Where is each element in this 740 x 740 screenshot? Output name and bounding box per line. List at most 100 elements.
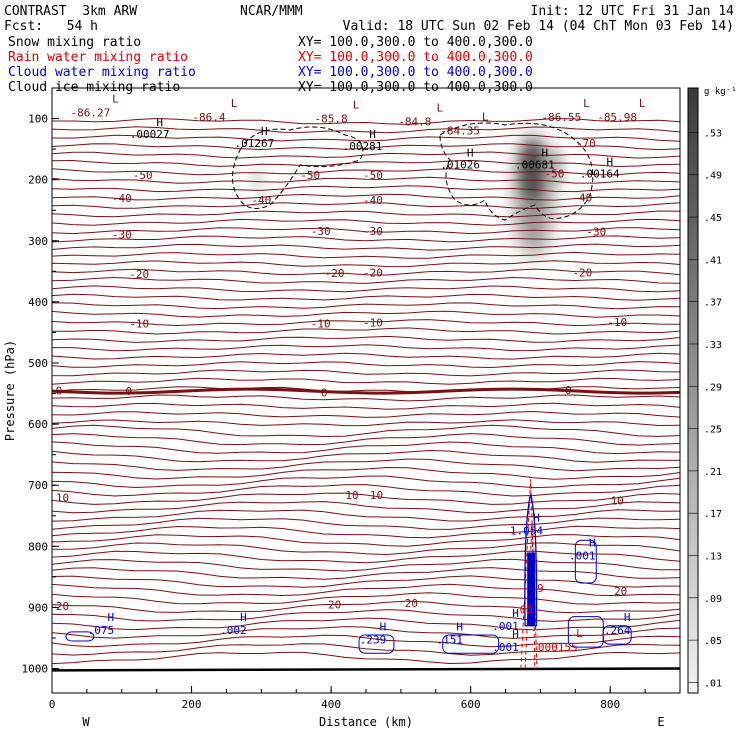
isotherm-line xyxy=(52,285,680,293)
isotherm-line xyxy=(52,310,680,318)
isotherm-line xyxy=(52,592,680,605)
legend-cloud-water-xy: XY= 100.0,300.0 to 400.0,300.0 xyxy=(298,65,533,80)
surface-line xyxy=(52,667,680,672)
y-tick-label: 1000 xyxy=(22,663,49,676)
model-title: CONTRAST 3km ARW xyxy=(4,4,138,19)
x-tick-label: 0 xyxy=(49,698,56,711)
temperature-label: -40 xyxy=(572,191,592,204)
temperature-label: -20 xyxy=(325,267,345,280)
cloud-water-contour xyxy=(442,634,500,654)
isotherm-line xyxy=(52,243,680,251)
colorbar-label: .41 xyxy=(704,255,722,266)
legend-rain-xy: XY= 100.0,300.0 to 400.0,300.0 xyxy=(298,50,533,65)
x-tick-label: 200 xyxy=(182,698,202,711)
isotherm-line xyxy=(52,193,680,201)
snow-shading-east xyxy=(544,147,565,188)
high-marker: H xyxy=(542,146,549,159)
legend-rain-label: Rain water mixing ratio xyxy=(8,50,189,65)
low-value-label: .000155 xyxy=(531,641,577,654)
temperature-label: -30 xyxy=(112,229,132,242)
low-value-label: -84.8 xyxy=(398,116,431,129)
cloud-water-core xyxy=(527,552,536,626)
cloud-water-high-marker: H xyxy=(240,611,247,624)
temperature-label: 20 xyxy=(614,585,627,598)
y-tick-label: 100 xyxy=(28,113,48,126)
y-tick-label: 800 xyxy=(28,540,48,553)
cloud-water-high-marker: H xyxy=(380,621,387,634)
colorbar-label: .01 xyxy=(704,678,722,689)
temperature-label: -50 xyxy=(300,169,320,182)
x-axis-title: Distance (km) xyxy=(319,715,413,729)
rain-label: 9 xyxy=(537,582,544,595)
x-tick-label: 400 xyxy=(321,698,341,711)
temperature-label: 10 xyxy=(611,495,624,508)
low-value-label: -86.4 xyxy=(192,111,225,124)
high-marker: H xyxy=(606,156,613,169)
y-tick-label: 900 xyxy=(28,601,48,614)
temperature-label: 20 xyxy=(328,598,341,611)
isotherm-line xyxy=(52,159,680,168)
high-value-label: .00681 xyxy=(515,158,555,171)
colorbar-label: .45 xyxy=(704,213,722,224)
isotherm-line xyxy=(52,501,680,514)
legend-cloud-water-label: Cloud water mixing ratio xyxy=(8,65,196,80)
low-marker: L xyxy=(112,92,119,105)
isotherm-line xyxy=(52,151,680,159)
temperature-label: 0 xyxy=(565,384,572,397)
isotherm-line xyxy=(52,458,680,472)
cloud-water-label: .264 xyxy=(604,624,631,637)
cloud-water-label: .002 xyxy=(220,624,247,637)
temperature-label: -10 xyxy=(311,317,331,330)
high-value-label: .00027 xyxy=(130,128,170,141)
temperature-label: -30 xyxy=(586,226,606,239)
temperature-label: 0 xyxy=(321,386,328,399)
isotherm-line xyxy=(52,419,680,427)
zero-isotherm xyxy=(52,387,680,395)
low-value-label: -85.98 xyxy=(597,111,637,124)
colorbar-label: .09 xyxy=(704,594,722,605)
high-marker: H xyxy=(261,125,268,138)
colorbar xyxy=(687,87,699,694)
isotherm-line xyxy=(52,634,680,648)
snow-shading-west xyxy=(251,167,264,192)
isotherm-line xyxy=(52,386,680,394)
isotherm-line xyxy=(52,227,680,235)
low-value-label: -85.8 xyxy=(315,112,348,125)
cloud-ice-contour xyxy=(439,122,594,221)
colorbar-label: .37 xyxy=(704,298,722,309)
isotherm-line xyxy=(52,377,680,385)
low-marker: L xyxy=(437,102,444,115)
cloud-water-label: 1.054 xyxy=(510,524,543,537)
isotherm-line xyxy=(52,441,680,455)
isotherm-line xyxy=(52,550,680,564)
low-value-label: -86.55 xyxy=(542,111,582,124)
isotherm-line xyxy=(52,492,680,505)
cloud-water-high-marker: H xyxy=(108,611,115,624)
isotherm-line xyxy=(52,293,680,301)
temperature-label: -30 xyxy=(363,225,383,238)
forecast-hour: Fcst: 54 h xyxy=(4,19,98,34)
isotherm-line xyxy=(52,509,680,522)
isotherm-line xyxy=(52,643,680,656)
temperature-label: -10 xyxy=(607,316,627,329)
temperature-label: -70 xyxy=(576,137,596,150)
temperature-label: -20 xyxy=(129,268,149,281)
cloud-water-contour xyxy=(65,631,95,642)
isotherm-line xyxy=(52,475,680,489)
isotherm-line xyxy=(52,251,680,259)
low-marker: L xyxy=(353,98,360,111)
y-tick-label: 700 xyxy=(28,479,48,492)
isotherm-line xyxy=(52,134,680,142)
y-tick-label: 500 xyxy=(28,357,48,370)
isotherm-line xyxy=(52,218,680,226)
legend-snow-xy: XY= 100.0,300.0 to 400.0,300.0 xyxy=(298,35,533,50)
isotherm-line xyxy=(52,210,680,218)
colorbar-label: .33 xyxy=(704,340,722,351)
isotherm-line xyxy=(52,583,680,597)
low-value-label: -84.35 xyxy=(440,125,480,138)
isotherm-line xyxy=(52,268,680,276)
colorbar-label: .13 xyxy=(704,552,722,563)
cloud-water-high-marker: H xyxy=(512,607,519,620)
isotherm-line xyxy=(52,466,680,480)
